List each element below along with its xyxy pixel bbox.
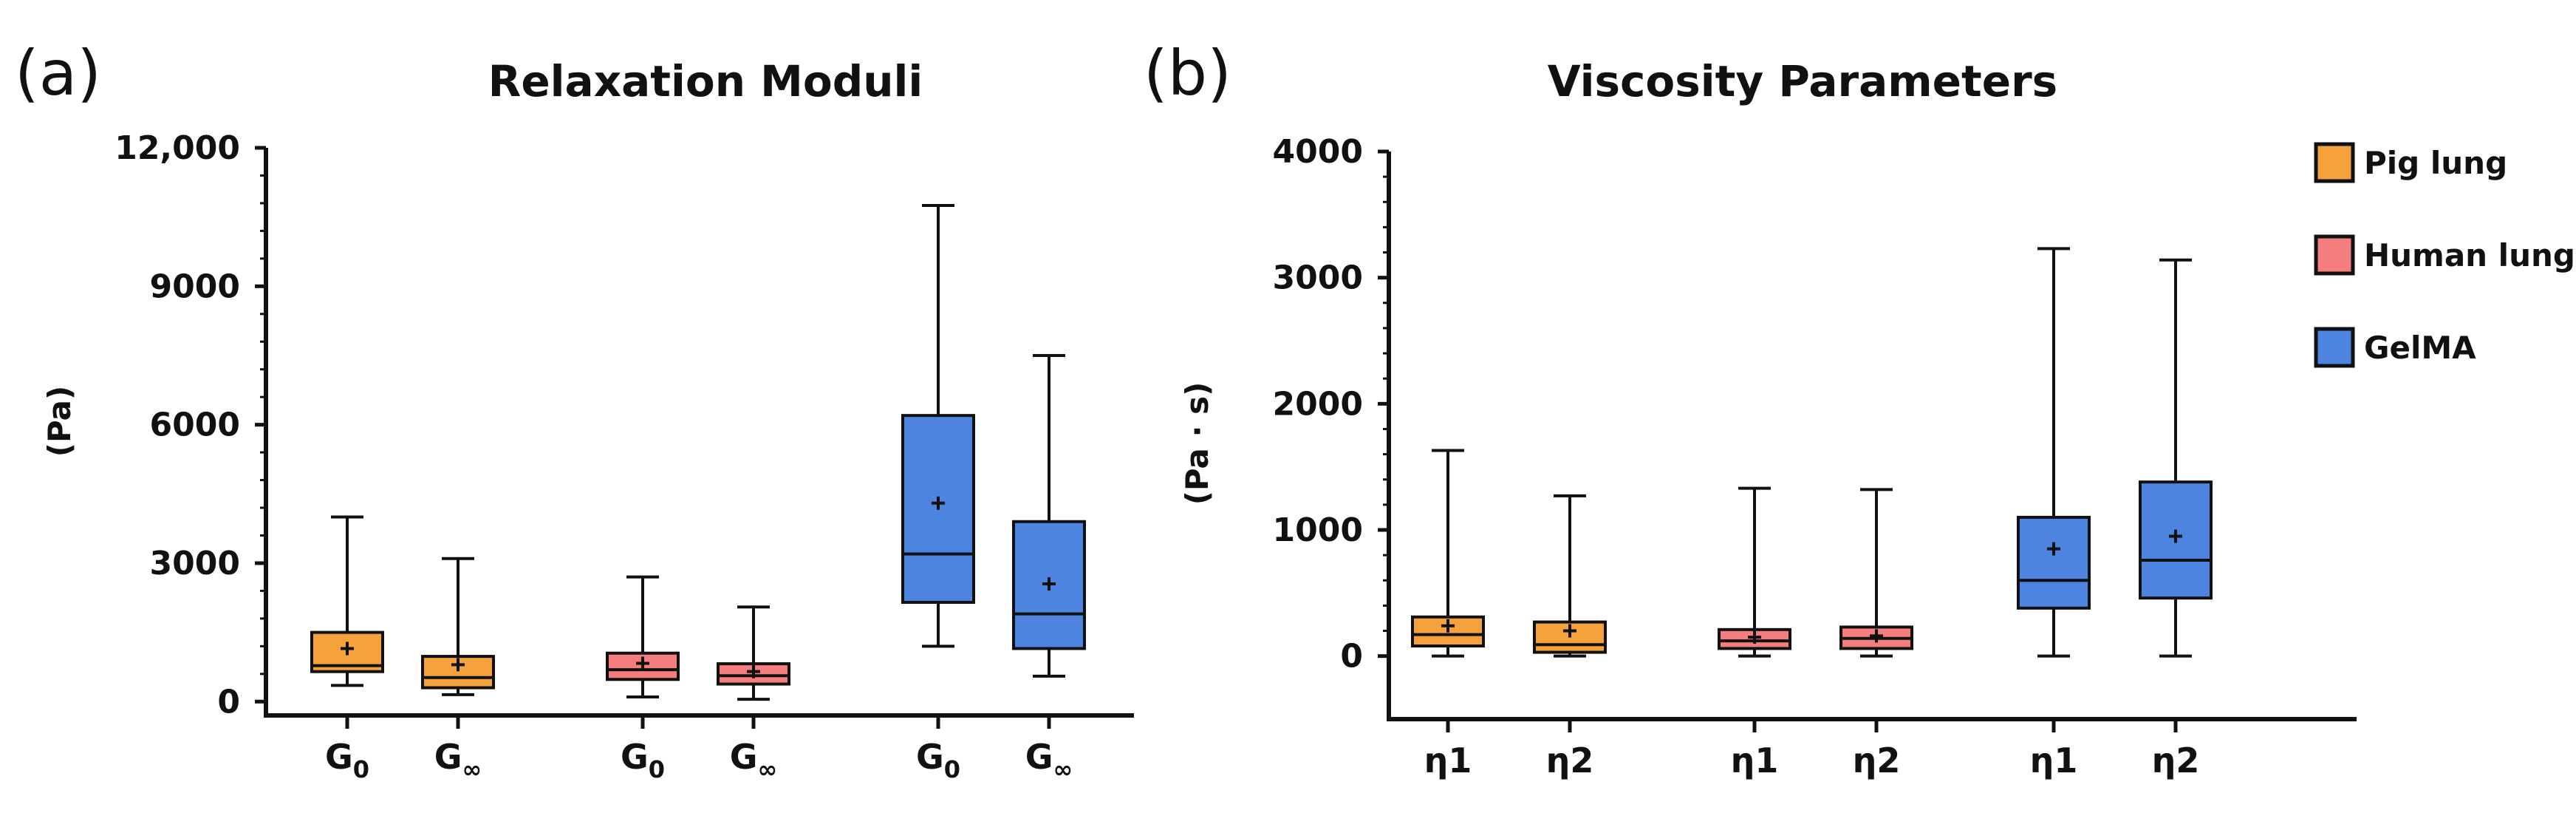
y-axis-label-b: (Pa · s) bbox=[1179, 382, 1215, 506]
plot-area-b: 0 1000 2000 3000 4000 η1 η2 η1 η2 η1 η2 bbox=[1273, 133, 2357, 780]
legend-swatch-gelma bbox=[2314, 327, 2355, 368]
panel-label-b: (b) bbox=[1144, 37, 1231, 109]
x-tick-label: η1 bbox=[1424, 741, 1472, 780]
legend-label-human-lung: Human lung bbox=[2364, 237, 2575, 273]
legend-label-gelma: GelMA bbox=[2364, 330, 2476, 366]
x-tick-label: G∞ bbox=[1025, 737, 1073, 783]
box-pig-lung-0 bbox=[310, 515, 384, 687]
x-tick-label: G∞ bbox=[434, 737, 482, 783]
box-human-lung-2 bbox=[606, 575, 680, 699]
box-gelma-4 bbox=[2017, 247, 2091, 658]
box-pig-lung-1 bbox=[1533, 494, 1607, 658]
box-human-lung-3 bbox=[717, 605, 790, 701]
panel-label-a: (a) bbox=[15, 37, 101, 109]
x-tick-label: G0 bbox=[325, 737, 369, 783]
legend-swatch-human-lung bbox=[2314, 234, 2355, 276]
y-tick-label: 2000 bbox=[1273, 385, 1363, 423]
x-tick-label: η2 bbox=[2152, 741, 2200, 780]
box-human-lung-3 bbox=[1839, 488, 1913, 658]
y-tick-label: 3000 bbox=[1273, 259, 1363, 297]
x-tick-label: η2 bbox=[1853, 741, 1901, 780]
chart-title-b: Viscosity Parameters bbox=[1548, 56, 2057, 106]
x-tick-label: G0 bbox=[916, 737, 960, 783]
iqr-box bbox=[2017, 515, 2091, 610]
y-tick-label: 1000 bbox=[1273, 511, 1363, 549]
y-tick-label: 0 bbox=[1340, 638, 1363, 676]
box-human-lung-2 bbox=[1718, 486, 1791, 658]
y-tick-label: 3000 bbox=[150, 545, 240, 582]
box-gelma-5 bbox=[1012, 353, 1086, 678]
y-tick-label: 12,000 bbox=[115, 129, 240, 167]
chart-title-a: Relaxation Moduli bbox=[488, 56, 923, 106]
panel-a-relaxation-moduli: (a) Relaxation Moduli (Pa) 0 3000 6000 9000… bbox=[15, 37, 1134, 783]
y-tick-label: 4000 bbox=[1273, 133, 1363, 171]
x-tick-label: η2 bbox=[1546, 741, 1594, 780]
x-tick-label: G∞ bbox=[730, 737, 777, 783]
box-pig-lung-0 bbox=[1411, 449, 1485, 658]
legend-swatch-pig-lung bbox=[2314, 142, 2355, 183]
iqr-box bbox=[2139, 480, 2213, 600]
y-tick-label: 0 bbox=[217, 683, 240, 721]
legend: Pig lung Human lung GelMA bbox=[2314, 142, 2575, 368]
y-axis-label-a: (Pa) bbox=[41, 386, 78, 457]
y-tick-label: 9000 bbox=[150, 268, 240, 305]
x-tick-label: η1 bbox=[1731, 741, 1779, 780]
legend-label-pig-lung: Pig lung bbox=[2364, 145, 2507, 181]
plot-area-a: 0 3000 6000 9000 12,000 G0 G∞ G0 G∞ G0 G∞ bbox=[115, 129, 1134, 783]
box-gelma-5 bbox=[2139, 258, 2213, 658]
x-tick-label: η1 bbox=[2030, 741, 2078, 780]
y-tick-label: 6000 bbox=[150, 406, 240, 444]
x-tick-label: G0 bbox=[621, 737, 665, 783]
box-pig-lung-1 bbox=[421, 557, 495, 696]
box-gelma-4 bbox=[901, 204, 975, 648]
iqr-box bbox=[1718, 627, 1791, 650]
panel-b-viscosity-parameters: (b) Viscosity Parameters (Pa · s) 0 1000 2… bbox=[1144, 37, 2357, 780]
